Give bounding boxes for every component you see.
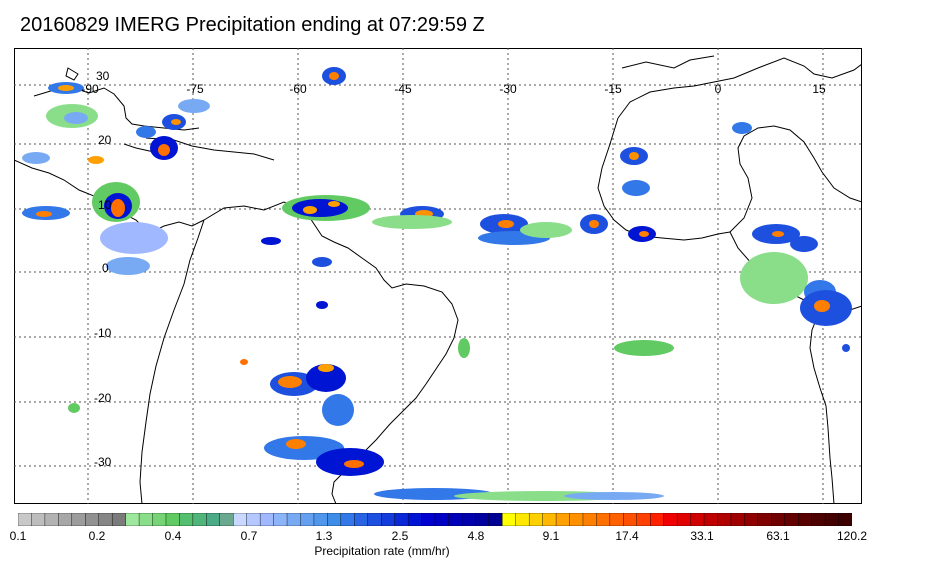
colorbar-swatch	[542, 513, 557, 526]
colorbar-swatch	[111, 513, 127, 526]
lat-label: -10	[94, 326, 112, 340]
colorbar-swatch	[407, 513, 423, 526]
colorbar-swatch	[717, 513, 732, 526]
colorbar-swatch	[71, 513, 86, 526]
colorbar-swatch	[824, 513, 840, 526]
lon-label: -15	[604, 82, 622, 96]
lon-label: -45	[394, 82, 412, 96]
colorbar-swatch	[273, 513, 288, 526]
colorbar-swatch	[367, 513, 382, 526]
colorbar-swatch	[327, 513, 342, 526]
colorbar-swatch	[354, 513, 369, 526]
colorbar-tick-label: 0.4	[164, 529, 182, 543]
colorbar-tick-label: 1.3	[315, 529, 333, 543]
colorbar-swatch	[744, 513, 759, 526]
lon-label: 0	[715, 82, 722, 96]
map-frame	[14, 48, 862, 504]
colorbar-swatch	[797, 513, 813, 526]
colorbar-tick-label: 0.7	[240, 529, 258, 543]
colorbar-tick-label: 9.1	[542, 529, 560, 543]
colorbar-swatch	[582, 513, 597, 526]
colorbar-swatch	[555, 513, 571, 526]
colorbar-swatch	[434, 513, 449, 526]
lat-label: 20	[98, 133, 112, 147]
colorbar-swatch	[448, 513, 463, 526]
colorbar-swatch	[690, 513, 705, 526]
colorbar-swatch	[636, 513, 651, 526]
colorbar-swatch	[206, 513, 221, 526]
colorbar-tick-label: 4.8	[467, 529, 485, 543]
colorbar-tick-label: 17.4	[615, 529, 639, 543]
colorbar-swatch	[811, 513, 826, 526]
lat-label: 30	[96, 69, 110, 83]
colorbar-swatch	[259, 513, 275, 526]
colorbar-swatch	[152, 513, 167, 526]
colorbar-swatch	[286, 513, 301, 526]
colorbar-swatch	[703, 513, 718, 526]
colorbar-swatch	[340, 513, 355, 526]
colorbar-swatch	[596, 513, 611, 526]
colorbar-swatch	[192, 513, 207, 526]
colorbar	[18, 513, 852, 526]
colorbar-swatch	[179, 513, 194, 526]
lat-label: -20	[94, 391, 112, 405]
colorbar-swatch	[771, 513, 786, 526]
lat-label: 0	[102, 261, 109, 275]
colorbar-swatch	[838, 513, 852, 526]
colorbar-swatch	[488, 513, 503, 526]
lon-label: -30	[499, 82, 517, 96]
lat-label: 10	[98, 198, 112, 212]
colorbar-swatch	[125, 513, 140, 526]
colorbar-swatch	[757, 513, 772, 526]
precipitation-map: -90 -75 -60 -45 -30 -15 0 15 30 20 10 0 …	[14, 48, 862, 504]
colorbar-units-label: Precipitation rate (mm/hr)	[314, 544, 450, 558]
lon-label: -75	[186, 82, 204, 96]
colorbar-swatch	[98, 513, 113, 526]
precipitation-field	[22, 67, 852, 501]
colorbar-swatch	[623, 513, 638, 526]
colorbar-swatch	[85, 513, 100, 526]
colorbar-swatch	[300, 513, 315, 526]
colorbar-swatch	[18, 513, 32, 526]
colorbar-swatch	[246, 513, 261, 526]
colorbar-swatch	[421, 513, 436, 526]
colorbar-tick-label: 0.1	[9, 529, 27, 543]
colorbar-swatch	[233, 513, 248, 526]
lat-label: -30	[94, 455, 112, 469]
map-axis-labels: -90 -75 -60 -45 -30 -15 0 15 30 20 10 0 …	[81, 69, 826, 469]
lon-label: 15	[812, 82, 826, 96]
colorbar-tick-label: 63.1	[766, 529, 790, 543]
colorbar-tick-label: 33.1	[690, 529, 714, 543]
colorbar-swatch	[730, 513, 745, 526]
lon-label: -60	[289, 82, 307, 96]
colorbar-swatch	[569, 513, 584, 526]
colorbar-swatch	[475, 513, 490, 526]
colorbar-tick-label: 2.5	[391, 529, 409, 543]
colorbar-swatch	[380, 513, 396, 526]
page-title: 20160829 IMERG Precipitation ending at 0…	[20, 14, 485, 36]
colorbar-swatch	[784, 513, 799, 526]
colorbar-swatch	[44, 513, 59, 526]
colorbar-tick-label: 120.2	[836, 529, 868, 543]
colorbar-tick-label: 0.2	[88, 529, 106, 543]
colorbar-swatch	[394, 513, 409, 526]
colorbar-swatch	[313, 513, 328, 526]
colorbar-swatch	[165, 513, 180, 526]
colorbar-swatch	[676, 513, 692, 526]
colorbar-swatch	[528, 513, 544, 526]
colorbar-swatch	[31, 513, 46, 526]
colorbar-swatch	[650, 513, 665, 526]
colorbar-swatch	[138, 513, 154, 526]
colorbar-swatch	[663, 513, 678, 526]
colorbar-swatch	[58, 513, 73, 526]
colorbar-swatch	[461, 513, 476, 526]
colorbar-swatch	[515, 513, 530, 526]
colorbar-swatch	[502, 513, 517, 526]
colorbar-swatch	[219, 513, 234, 526]
colorbar-swatch	[609, 513, 624, 526]
lon-label: -90	[81, 82, 99, 96]
